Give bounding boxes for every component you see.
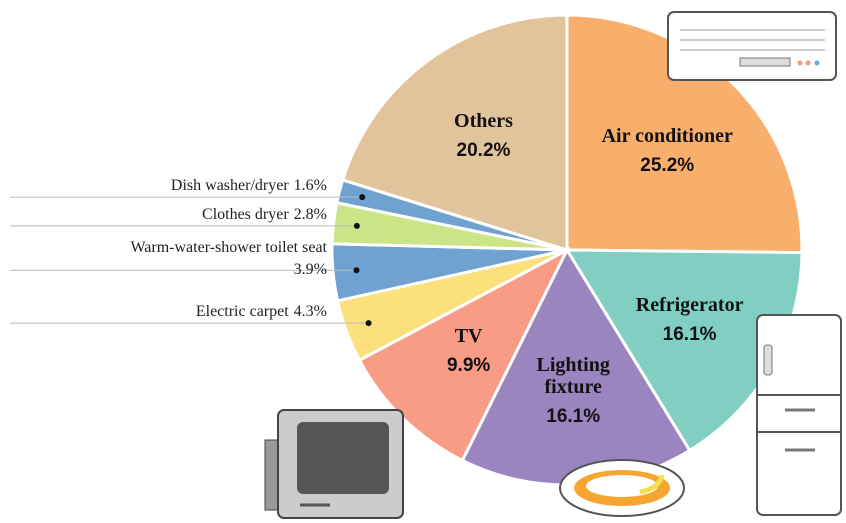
- slice-value: 1.6%: [294, 177, 327, 194]
- slice-label: Others 20.2%: [383, 110, 583, 162]
- leader-dot: [365, 320, 372, 327]
- leader-dot: [353, 267, 360, 274]
- slice-name: Clothes dryer: [202, 206, 289, 223]
- slice-label: Dish washer/dryer 1.6%: [171, 177, 327, 194]
- slice-value: 3.9%: [294, 261, 327, 278]
- slices: [330, 13, 804, 487]
- slice-value: 16.1%: [546, 405, 601, 427]
- refrigerator-icon: [756, 314, 842, 516]
- slice-name: Air conditioner: [601, 124, 733, 147]
- slice-name: Lighting fixture: [536, 353, 610, 398]
- slice-label: Electric carpet 4.3%: [196, 303, 327, 320]
- leader-dot: [359, 194, 366, 201]
- slice-label: Warm-water-shower toilet seat: [130, 239, 327, 256]
- slice-value: 2.8%: [294, 206, 327, 223]
- slice-label: Lighting fixture 16.1%: [518, 354, 628, 428]
- air-conditioner-icon: [667, 11, 837, 81]
- lamp-icon: [559, 459, 685, 517]
- slice-label: Refrigerator 16.1%: [590, 294, 790, 346]
- slice-label: TV 9.9%: [369, 325, 569, 377]
- slice-name: TV: [454, 325, 483, 348]
- pie-slice: [565, 13, 804, 255]
- slice-name: Electric carpet: [196, 303, 289, 320]
- pie-slice: [340, 13, 569, 253]
- slice-name: Dish washer/dryer: [171, 177, 289, 194]
- leader-dot: [353, 222, 360, 229]
- slice-label: Air conditioner 25.2%: [567, 125, 767, 177]
- slice-value: 9.9%: [446, 355, 491, 377]
- slice-label: Clothes dryer 2.8%: [202, 206, 327, 223]
- tv-icon: [264, 409, 404, 519]
- slice-name: Refrigerator: [635, 293, 744, 316]
- slice-value: 20.2%: [456, 140, 511, 162]
- slice-value: 4.3%: [294, 303, 327, 320]
- slice-value: 16.1%: [662, 323, 717, 345]
- slice-name: Others: [454, 110, 513, 133]
- slice-value: 25.2%: [640, 154, 695, 176]
